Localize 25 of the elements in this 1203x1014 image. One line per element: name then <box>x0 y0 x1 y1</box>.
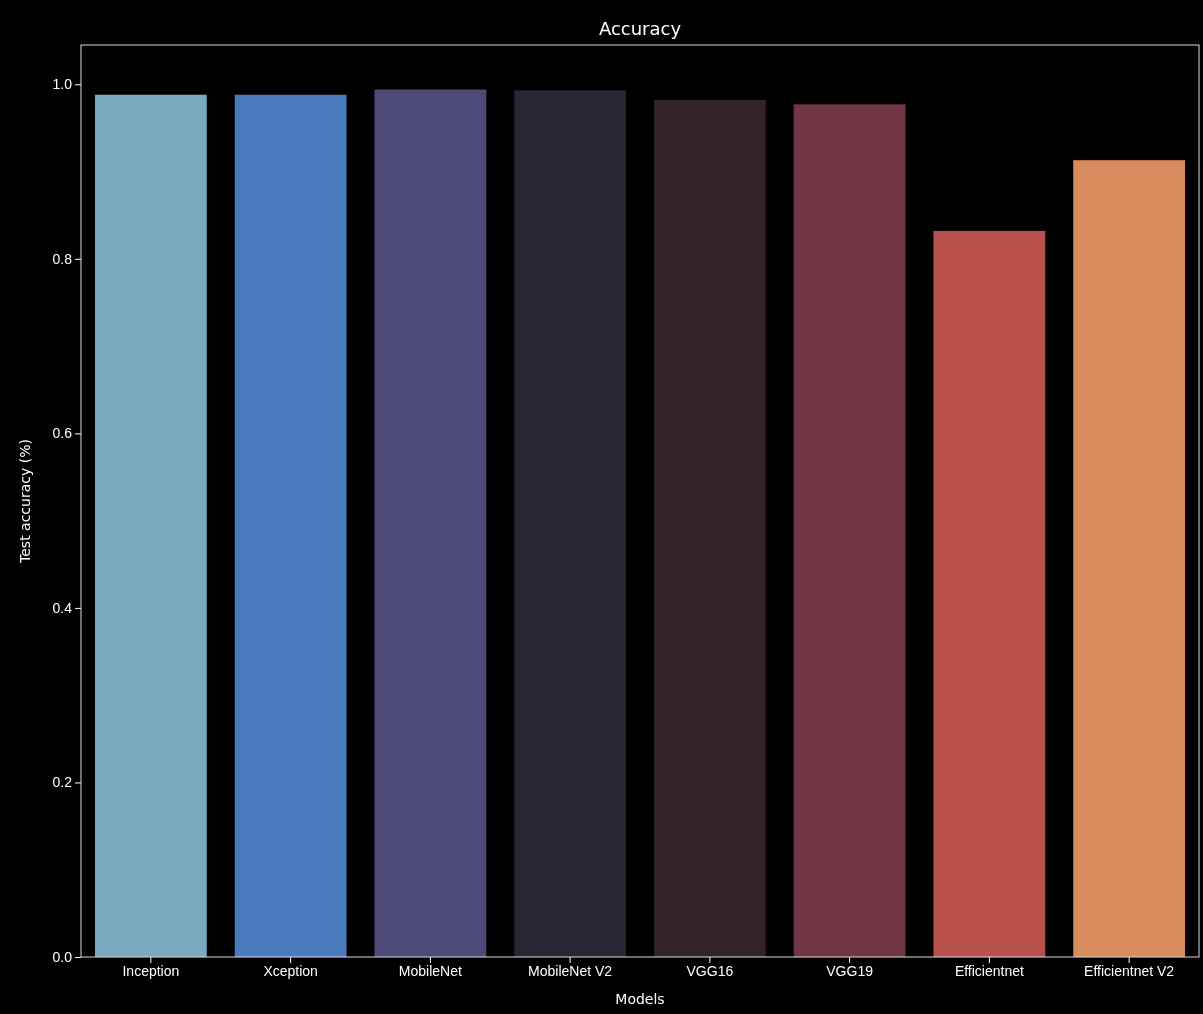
bar <box>514 90 627 957</box>
y-tick-label: 0.6 <box>52 425 73 442</box>
x-tick-label: Xception <box>263 962 318 979</box>
x-tick-label: VGG16 <box>686 962 734 979</box>
bar <box>653 99 766 957</box>
x-axis-title: Models <box>615 991 665 1007</box>
y-tick-label: 0.0 <box>52 948 73 965</box>
bar <box>793 104 906 957</box>
bar <box>94 94 207 957</box>
y-tick-label: 1.0 <box>52 76 73 93</box>
y-axis-title: Test accuracy (%) <box>17 439 33 564</box>
y-tick-label: 0.2 <box>52 774 73 791</box>
bar <box>234 94 347 957</box>
chart-title: Accuracy <box>598 18 682 39</box>
y-tick-label: 0.8 <box>52 250 73 267</box>
bar <box>933 230 1046 957</box>
x-tick-label: Inception <box>122 962 180 979</box>
y-tick-label: 0.4 <box>52 599 73 616</box>
x-tick-label: MobileNet V2 <box>528 962 613 979</box>
bar <box>374 89 487 957</box>
bar <box>1073 160 1186 957</box>
x-tick-label: VGG19 <box>826 962 874 979</box>
x-tick-label: Efficientnet <box>954 962 1024 979</box>
x-tick-label: MobileNet <box>398 962 462 979</box>
x-tick-label: Efficientnet V2 <box>1084 962 1175 979</box>
